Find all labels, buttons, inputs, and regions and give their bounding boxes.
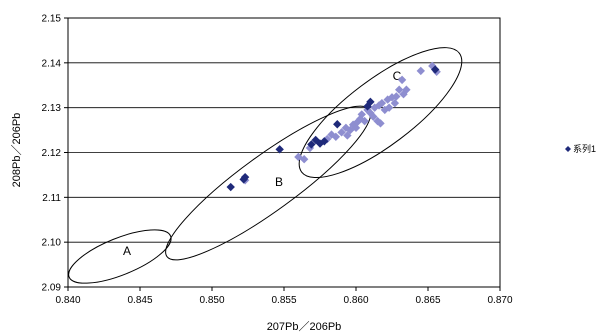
region-ellipse [165, 105, 372, 261]
x-tick-label: 0.870 [487, 295, 512, 306]
data-point [320, 137, 329, 146]
data-point [353, 117, 362, 127]
data-point [431, 65, 440, 74]
region-label: C [393, 69, 402, 83]
x-axis-title: 207Pb／206Pb [267, 320, 342, 333]
x-tick-label: 0.865 [415, 295, 440, 306]
y-tick-label: 2.09 [42, 283, 62, 294]
data-point [384, 103, 394, 112]
regions: A B C [68, 47, 463, 284]
data-point [294, 152, 303, 162]
x-axis-ticks: 0.840 0.845 0.850 0.855 0.860 0.865 0.870 [55, 287, 513, 306]
region-ellipse [68, 229, 172, 284]
data-point [331, 132, 341, 142]
legend: 系列1 [565, 143, 596, 154]
data-point [402, 85, 411, 94]
x-tick-label: 0.860 [343, 295, 368, 306]
x-tick-label: 0.855 [271, 295, 296, 306]
data-point [337, 128, 346, 137]
region-label: B [275, 175, 283, 189]
data-point [226, 182, 235, 192]
data-point [376, 119, 385, 128]
data-point [275, 145, 284, 154]
data-point [366, 97, 375, 107]
y-axis-title: 208Pb／206Pb [10, 113, 23, 188]
data-point [369, 112, 378, 121]
data-point [360, 116, 369, 126]
data-point [392, 92, 401, 101]
y-tick-label: 2.11 [42, 193, 61, 204]
y-tick-label: 2.15 [42, 14, 62, 25]
data-point [416, 66, 425, 76]
y-tick-label: 2.12 [42, 148, 62, 159]
data-point [357, 110, 366, 119]
legend-marker [565, 146, 571, 152]
x-tick-label: 0.845 [127, 295, 152, 306]
gridlines [68, 62, 500, 243]
region-label: A [123, 244, 131, 258]
y-tick-label: 2.10 [42, 238, 62, 249]
data-point [395, 85, 404, 94]
legend-label: 系列1 [573, 143, 596, 154]
data-point [333, 120, 342, 129]
data-points [226, 61, 441, 192]
region-ellipse [298, 47, 463, 179]
data-point [390, 98, 400, 108]
data-point [299, 155, 309, 164]
data-point [397, 75, 407, 85]
data-point [239, 175, 248, 184]
x-tick-label: 0.840 [55, 295, 80, 306]
data-point [307, 140, 316, 149]
data-point [351, 123, 361, 133]
data-point [377, 98, 387, 108]
y-axis-ticks: 2.09 2.10 2.11 2.12 2.13 2.14 2.15 [42, 14, 68, 294]
x-tick-label: 0.850 [199, 295, 224, 306]
y-tick-label: 2.14 [42, 58, 62, 69]
data-point [387, 93, 397, 102]
y-tick-label: 2.13 [42, 103, 62, 114]
